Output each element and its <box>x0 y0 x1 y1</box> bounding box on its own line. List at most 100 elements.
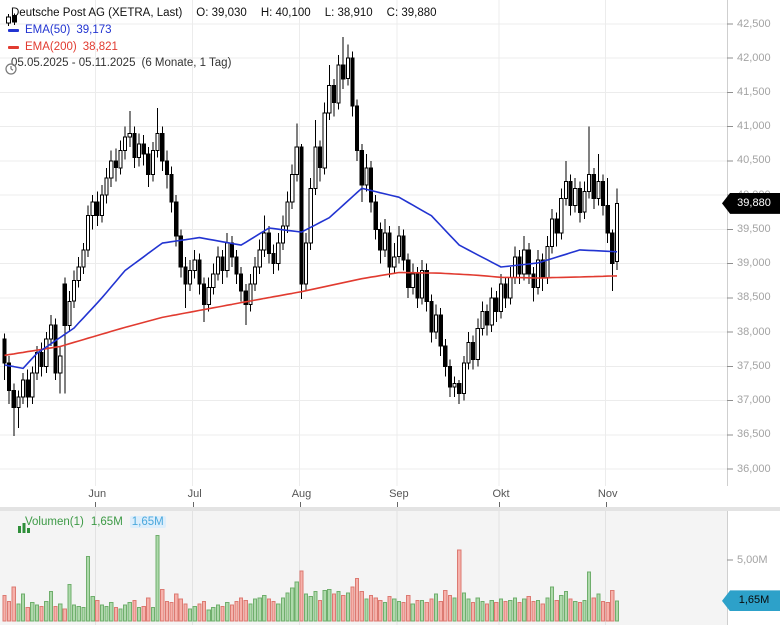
volume-bar[interactable] <box>540 603 545 622</box>
candle[interactable] <box>447 359 452 398</box>
volume-bar[interactable] <box>34 604 40 622</box>
candle[interactable] <box>610 229 615 291</box>
volume-bar[interactable] <box>317 599 323 622</box>
volume-chart[interactable] <box>0 511 780 625</box>
volume-bar[interactable] <box>582 599 587 622</box>
volume-bar[interactable] <box>76 605 81 622</box>
volume-bar[interactable] <box>526 596 531 622</box>
candle[interactable] <box>317 140 323 182</box>
candle[interactable] <box>239 267 244 302</box>
volume-bar[interactable] <box>85 555 91 622</box>
candle[interactable] <box>118 140 123 175</box>
volume-bar[interactable] <box>359 591 364 622</box>
volume-bar[interactable] <box>146 597 151 622</box>
candle[interactable] <box>271 244 276 274</box>
volume-bar[interactable] <box>577 602 582 622</box>
ema50-legend-row[interactable]: EMA(50) 39,173 <box>8 24 112 36</box>
candle[interactable] <box>132 126 137 168</box>
ema50-line[interactable] <box>4 187 618 370</box>
volume-bar[interactable] <box>378 599 383 622</box>
candle[interactable] <box>127 110 132 148</box>
candle[interactable] <box>109 150 114 187</box>
volume-bar[interactable] <box>234 601 239 622</box>
volume-bar[interactable] <box>248 603 253 622</box>
candle[interactable] <box>443 338 448 377</box>
candle[interactable] <box>522 236 527 281</box>
candle[interactable] <box>44 332 49 374</box>
volume-bar[interactable] <box>239 597 244 622</box>
candle[interactable] <box>364 154 369 192</box>
volume-bar[interactable] <box>587 571 592 622</box>
candle[interactable] <box>155 108 160 158</box>
candle[interactable] <box>262 215 267 257</box>
candle[interactable] <box>220 249 225 285</box>
volume-bar[interactable] <box>392 598 397 622</box>
volume-bar[interactable] <box>591 597 596 622</box>
candle[interactable] <box>429 294 434 343</box>
candle[interactable] <box>192 249 197 279</box>
volume-bar[interactable] <box>290 587 295 622</box>
volume-bar[interactable] <box>452 597 457 622</box>
panel-separator[interactable] <box>0 507 780 511</box>
candle[interactable] <box>206 277 211 312</box>
volume-bar[interactable] <box>62 608 67 622</box>
candle[interactable] <box>480 301 485 336</box>
candle[interactable] <box>234 249 239 285</box>
volume-bar[interactable] <box>494 602 499 622</box>
candle[interactable] <box>280 215 285 250</box>
candle[interactable] <box>215 246 221 281</box>
volume-bar[interactable] <box>327 588 332 622</box>
candle[interactable] <box>540 253 545 291</box>
volume-bar[interactable] <box>517 602 522 622</box>
candle[interactable] <box>369 160 374 213</box>
volume-bar[interactable] <box>369 594 374 622</box>
volume-bar[interactable] <box>104 605 109 622</box>
candle[interactable] <box>373 195 378 240</box>
volume-bar[interactable] <box>266 598 272 622</box>
candle[interactable] <box>378 222 383 264</box>
volume-bar[interactable] <box>466 598 471 622</box>
candle[interactable] <box>294 123 299 182</box>
candle[interactable] <box>2 333 7 380</box>
volume-bar[interactable] <box>285 592 290 622</box>
volume-bar[interactable] <box>178 598 183 622</box>
volume-bar[interactable] <box>58 603 63 622</box>
candle[interactable] <box>304 232 309 291</box>
candle[interactable] <box>587 126 592 199</box>
volume-bar[interactable] <box>336 591 341 622</box>
volume-bar[interactable] <box>141 605 146 622</box>
volume-bar[interactable] <box>253 598 258 622</box>
candle[interactable] <box>174 195 179 247</box>
volume-bar[interactable] <box>299 570 304 622</box>
candle[interactable] <box>559 188 564 240</box>
candle[interactable] <box>243 284 248 326</box>
volume-bar[interactable] <box>313 591 318 622</box>
volume-bar[interactable] <box>197 603 202 622</box>
volume-bar[interactable] <box>262 594 267 622</box>
candle[interactable] <box>457 380 462 404</box>
volume-bar[interactable] <box>132 599 137 622</box>
candle[interactable] <box>85 205 91 257</box>
candle[interactable] <box>53 318 58 380</box>
candle[interactable] <box>248 273 253 312</box>
volume-bar[interactable] <box>72 604 77 622</box>
volume-bar[interactable] <box>192 605 197 622</box>
volume-bar[interactable] <box>150 607 156 622</box>
candle[interactable] <box>285 191 290 233</box>
volume-bar[interactable] <box>155 535 160 622</box>
volume-bar[interactable] <box>11 586 16 622</box>
volume-bar[interactable] <box>322 590 327 622</box>
candle[interactable] <box>485 304 490 336</box>
candle[interactable] <box>164 150 170 189</box>
volume-bar[interactable] <box>559 594 564 622</box>
volume-bar[interactable] <box>457 549 462 622</box>
volume-bar[interactable] <box>485 603 490 622</box>
volume-bar[interactable] <box>406 594 411 622</box>
volume-bar[interactable] <box>531 601 536 622</box>
candle[interactable] <box>382 219 388 257</box>
volume-bar[interactable] <box>243 599 248 622</box>
volume-bar[interactable] <box>387 596 392 622</box>
candle[interactable] <box>536 249 541 295</box>
volume-bar[interactable] <box>308 596 313 622</box>
candle[interactable] <box>95 191 100 226</box>
